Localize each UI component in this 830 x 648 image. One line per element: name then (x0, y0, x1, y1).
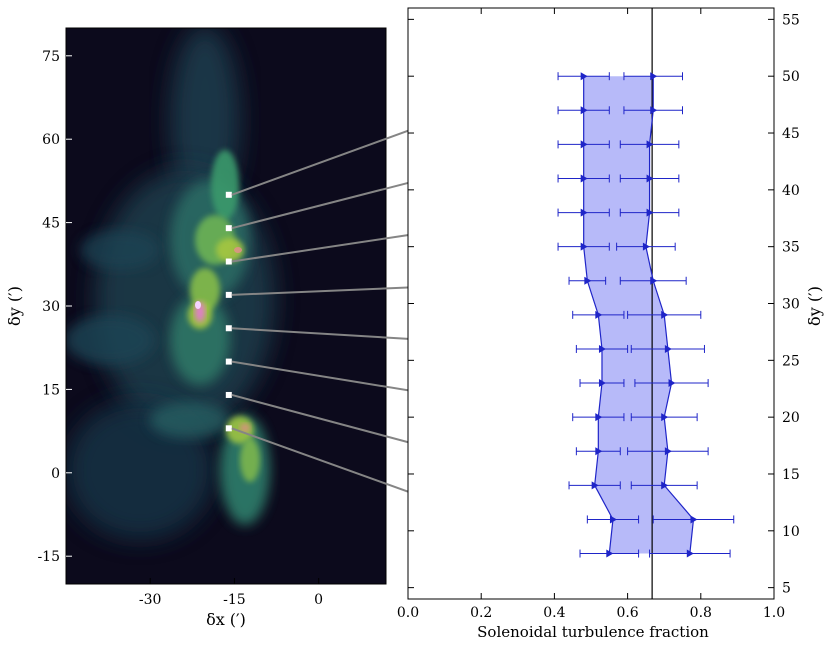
turbulence-profile-panel: 0.0 0.2 0.4 0.6 0.8 1.0 5 10 15 20 25 30 35 40 45 50 55… (397, 7, 824, 641)
profile-y-ticks: 5 10 15 20 25 30 35 40 45 50 55 (408, 12, 800, 597)
lower-series-point (580, 242, 588, 251)
profile-y-tick-label: 20 (782, 410, 800, 426)
column-density-map-panel: -30 -15 0 -15 0 15 30 45 60 75 δx (′) δy (′) (5, 27, 387, 629)
lower-series-point (580, 208, 588, 217)
map-marker (225, 258, 232, 265)
map-y-tick-label: 30 (42, 299, 60, 315)
upper-series-point (650, 106, 658, 115)
profile-y-tick-label: 35 (782, 240, 800, 256)
upper-series-point (664, 344, 672, 353)
map-markers (225, 191, 232, 432)
map-emission (66, 28, 275, 540)
map-marker (225, 291, 232, 298)
profile-y-tick-label: 30 (782, 297, 800, 313)
lower-series-point (580, 140, 588, 149)
map-y-tick-label: -15 (37, 549, 60, 565)
lower-series-point (598, 344, 606, 353)
map-x-tick-label: -15 (223, 592, 246, 608)
profile-y-tick-label: 15 (782, 467, 800, 483)
profile-y-tick-label: 25 (782, 353, 800, 369)
profile-y-tick-label: 40 (782, 183, 800, 199)
upper-series-point (690, 515, 698, 524)
profile-x-tick-label: 0.6 (616, 605, 638, 621)
profile-y-tick-label: 45 (782, 126, 800, 142)
upper-series-point (646, 140, 654, 149)
upper-series-point (650, 72, 658, 81)
lower-series-point (609, 515, 617, 524)
map-marker (225, 391, 232, 398)
profile-y-tick-label: 5 (782, 581, 791, 597)
lower-series-point (580, 174, 588, 183)
map-marker (225, 225, 232, 232)
lower-series-point (598, 379, 606, 388)
profile-x-tick-label: 1.0 (763, 605, 785, 621)
map-y-tick-label: 45 (42, 216, 60, 232)
upper-series-point (686, 549, 694, 558)
lower-series-point (580, 106, 588, 115)
map-y-tick-label: 0 (51, 466, 60, 482)
lower-series-point (595, 413, 603, 422)
map-marker (225, 425, 232, 432)
map-y-tick-label: 75 (42, 49, 60, 65)
lower-series-point (591, 481, 599, 490)
upper-series-point (661, 481, 669, 490)
lower-series (557, 72, 640, 558)
map-marker (225, 191, 232, 198)
map-x-ticks: -30 -15 0 (139, 578, 323, 608)
upper-series-point (661, 310, 669, 319)
profile-y-axis-label: δy (′) (805, 286, 824, 326)
lower-series-point (606, 549, 614, 558)
map-marker (225, 358, 232, 365)
upper-series-point (642, 242, 650, 251)
map-y-axis-label: δy (′) (5, 286, 24, 326)
map-y-tick-label: 60 (42, 132, 60, 148)
upper-series (616, 72, 735, 558)
profile-x-tick-label: 0.0 (397, 605, 419, 621)
map-y-tick-label: 15 (42, 382, 60, 398)
profile-x-tick-label: 0.2 (470, 605, 492, 621)
upper-series-point (668, 379, 676, 388)
lower-series-point (580, 72, 588, 81)
lower-series-point (595, 447, 603, 456)
profile-x-tick-label: 0.8 (690, 605, 712, 621)
profile-x-axis-label: Solenoidal turbulence fraction (477, 623, 709, 641)
map-marker (225, 325, 232, 332)
map-y-ticks: -15 0 15 30 45 60 75 (37, 49, 72, 565)
upper-series-point (650, 276, 658, 285)
profile-y-tick-label: 50 (782, 69, 800, 85)
profile-x-ticks: 0.0 0.2 0.4 0.6 0.8 1.0 (397, 8, 785, 621)
profile-y-tick-label: 55 (782, 12, 800, 28)
lower-series-point (584, 276, 592, 285)
upper-series-point (664, 447, 672, 456)
map-x-tick-label: 0 (314, 592, 323, 608)
profile-x-tick-label: 0.4 (543, 605, 565, 621)
map-x-tick-label: -30 (139, 592, 162, 608)
map-x-axis-label: δx (′) (206, 610, 246, 629)
upper-series-point (661, 413, 669, 422)
upper-series-point (646, 208, 654, 217)
lower-series-point (595, 310, 603, 319)
upper-series-point (646, 174, 654, 183)
profile-y-tick-label: 10 (782, 524, 800, 540)
